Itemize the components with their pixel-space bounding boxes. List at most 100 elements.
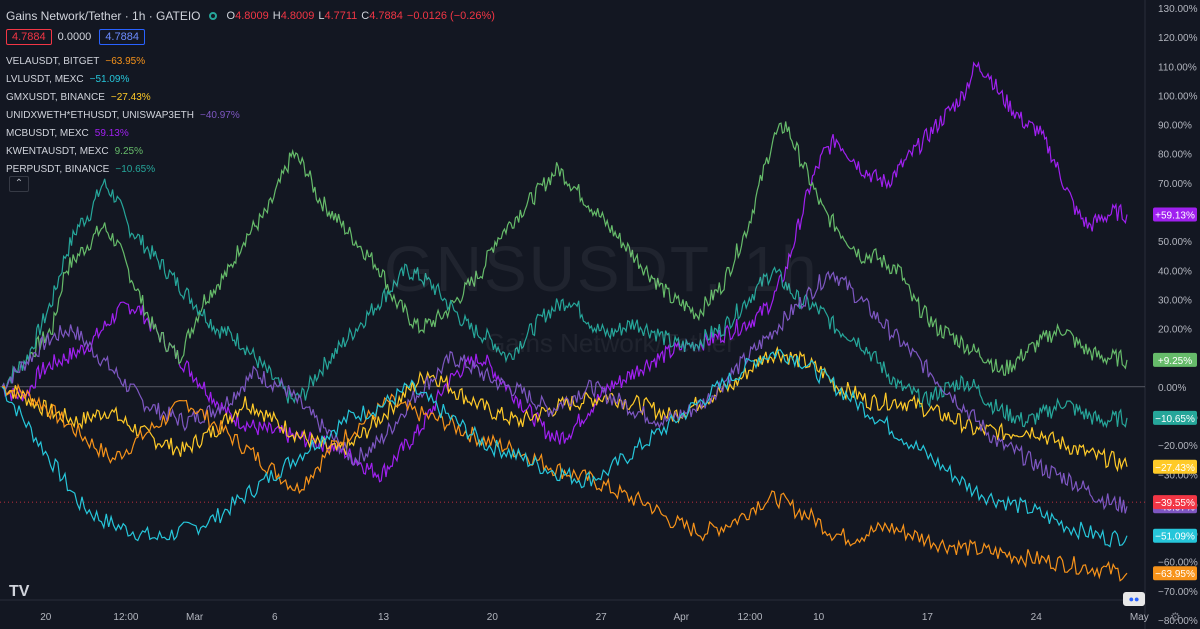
chart-header: Gains Network/Tether · 1h · GATEIO O4.80…: [6, 9, 499, 23]
series-end-label: −10.65%: [1155, 414, 1195, 425]
y-tick-label: 110.00%: [1158, 62, 1197, 73]
x-tick-label: May: [1130, 612, 1149, 623]
open-value: O4.8009: [227, 10, 269, 22]
y-tick-label: 40.00%: [1158, 266, 1192, 277]
legend-item[interactable]: KWENTAUSDT, MEXC 9.25%: [6, 143, 240, 161]
series-line: [1, 345, 1128, 473]
low-label: L: [318, 10, 325, 22]
legend-item[interactable]: MCBUSDT, MEXC 59.13%: [6, 125, 240, 143]
gear-icon[interactable]: ⚙: [1170, 610, 1181, 624]
open-number: 4.8009: [235, 10, 269, 22]
y-tick-label: 130.00%: [1158, 4, 1198, 15]
series-line: [1, 61, 1128, 483]
series-line: [1, 349, 1128, 548]
x-tick-label: 20: [487, 612, 499, 623]
buy-price-button[interactable]: 4.7884: [99, 29, 145, 45]
series-end-label-bg: [1153, 207, 1197, 222]
legend-value: −63.95%: [105, 56, 146, 67]
symbol-title[interactable]: Gains Network/Tether · 1h · GATEIO: [6, 9, 201, 23]
legend-value: −27.43%: [110, 92, 151, 103]
x-tick-label: 6: [272, 612, 278, 623]
high-number: 4.8009: [280, 10, 315, 22]
series-end-label: −63.95%: [1155, 569, 1195, 580]
high-label: H: [272, 10, 281, 22]
sell-price-button[interactable]: 4.7884: [6, 29, 52, 45]
legend-value: −10.65%: [115, 164, 156, 175]
legend-item[interactable]: UNIDXWETH*ETHUSDT, UNISWAP3ETH −40.97%: [6, 107, 240, 125]
x-tick-label: 20: [40, 612, 52, 623]
y-tick-label: 30.00%: [1158, 295, 1192, 306]
bid-ask-row: 4.7884 0.0000 4.7884: [6, 29, 151, 45]
chevron-up-icon[interactable]: ⌃: [9, 176, 29, 192]
legend-value: 9.25%: [114, 146, 143, 157]
legend-symbol: VELAUSDT, BITGET: [6, 56, 100, 67]
y-tick-label: 90.00%: [1158, 121, 1192, 132]
x-tick-label: 10: [813, 612, 825, 623]
series-end-label-bg: [1153, 410, 1197, 425]
series-end-label-bg: [1153, 459, 1197, 474]
y-tick-label: 100.00%: [1158, 91, 1198, 102]
legend-item[interactable]: LVLUSDT, MEXC −51.09%: [6, 71, 240, 89]
close-label: C: [361, 10, 370, 22]
spread-value: 0.0000: [57, 31, 92, 43]
flag-icon[interactable]: ●●: [1123, 592, 1145, 606]
series-end-label: −51.09%: [1155, 532, 1195, 543]
legend-item[interactable]: VELAUSDT, BITGET −63.95%: [6, 53, 240, 71]
legend-value: −40.97%: [199, 110, 240, 121]
symbol-watermark: GNSUSDT, 1h: [384, 233, 819, 305]
legend-item[interactable]: PERPUSDT, BINANCE −10.65%: [6, 161, 240, 179]
x-tick-label: Mar: [186, 612, 204, 623]
x-tick-label: 27: [596, 612, 608, 623]
legend-symbol: PERPUSDT, BINANCE: [6, 164, 110, 175]
y-tick-label: −60.00%: [1158, 558, 1198, 569]
series-line: [1, 178, 1128, 429]
y-tick-label: −30.00%: [1158, 470, 1198, 481]
x-tick-label: 24: [1031, 612, 1043, 623]
y-tick-label: 80.00%: [1158, 150, 1192, 161]
y-tick-label: −20.00%: [1158, 441, 1198, 452]
x-tick-label: 13: [378, 612, 390, 623]
name-watermark: Gains Network/Tether: [485, 328, 735, 358]
x-tick-label: Apr: [673, 612, 689, 623]
x-tick-label: 17: [922, 612, 934, 623]
base-line-label: −39.55%: [1155, 498, 1195, 509]
legend-item[interactable]: GMXUSDT, BINANCE −27.43%: [6, 89, 240, 107]
change-value: −0.0126 (−0.26%): [406, 10, 495, 22]
y-tick-label: −80.00%: [1158, 616, 1198, 627]
series-line: [1, 121, 1128, 392]
y-tick-label: 0.00%: [1158, 383, 1186, 394]
y-tick-label: 50.00%: [1158, 237, 1192, 248]
y-tick-label: 70.00%: [1158, 179, 1192, 190]
series-end-label-bg: [1153, 566, 1197, 581]
x-tick-label: 12:00: [737, 612, 762, 623]
series-end-label: +9.25%: [1158, 356, 1192, 367]
y-tick-label: 20.00%: [1158, 325, 1192, 336]
series-end-label: −27.43%: [1155, 463, 1195, 474]
base-line-label-bg: [1153, 495, 1197, 510]
series-line: [1, 383, 1128, 582]
series-line: [1, 270, 1128, 514]
market-status-icon: [208, 12, 217, 20]
legend-symbol: KWENTAUSDT, MEXC: [6, 146, 109, 157]
compare-legend: VELAUSDT, BITGET −63.95% LVLUSDT, MEXC −51.…: [6, 53, 240, 179]
legend-symbol: UNIDXWETH*ETHUSDT, UNISWAP3ETH: [6, 110, 194, 121]
close-number: 4.7884: [369, 10, 403, 22]
legend-symbol: LVLUSDT, MEXC: [6, 74, 84, 85]
series-end-label-bg: [1153, 352, 1197, 367]
low-number: 4.7711: [324, 10, 358, 22]
x-tick-label: 12:00: [113, 612, 138, 623]
legend-symbol: GMXUSDT, BINANCE: [6, 92, 105, 103]
legend-symbol: MCBUSDT, MEXC: [6, 128, 89, 139]
legend-value: 59.13%: [94, 128, 129, 139]
open-label: O: [226, 10, 236, 22]
y-tick-label: −70.00%: [1158, 587, 1198, 598]
tradingview-logo: TV: [9, 583, 30, 600]
legend-value: −51.09%: [89, 74, 130, 85]
series-end-label-bg: [1153, 528, 1197, 543]
series-end-label: +59.13%: [1155, 211, 1195, 222]
high-value: H4.8009: [273, 10, 315, 22]
low-value: L4.7711: [318, 10, 357, 22]
y-tick-label: 120.00%: [1158, 33, 1198, 44]
close-value: C4.7884: [361, 10, 403, 22]
